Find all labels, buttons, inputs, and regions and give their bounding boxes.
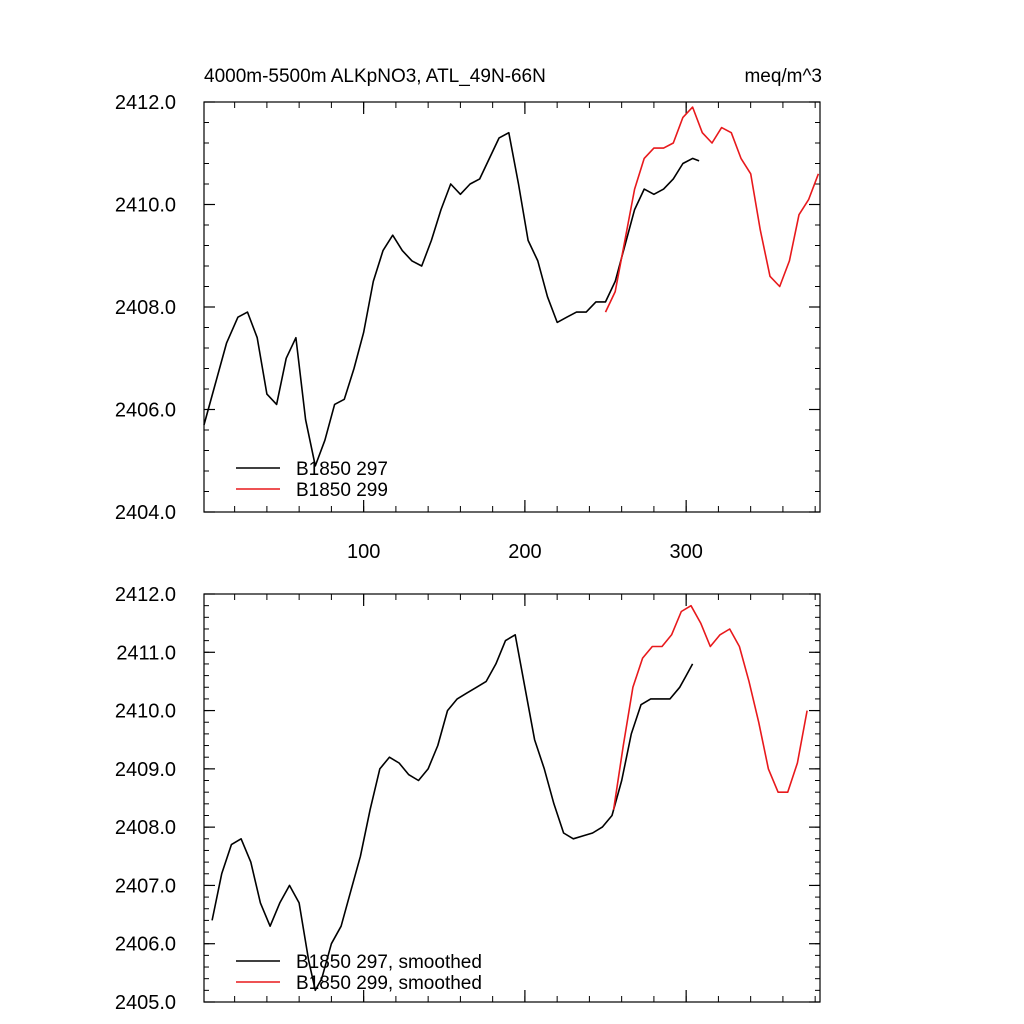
top-panel-units: meq/m^3 — [744, 66, 822, 87]
y-tick-label: 2406.0 — [115, 400, 176, 422]
top-panel-frame — [203, 101, 821, 513]
legend-label-2: B1850 299, smoothed — [296, 973, 482, 994]
series-line-2 — [604, 106, 820, 313]
legend-label-1: B1850 297 — [296, 459, 388, 480]
series-line-1 — [211, 633, 694, 992]
x-tick-label: 100 — [347, 541, 380, 563]
x-tick-label: 300 — [669, 541, 702, 563]
series-line-1 — [203, 131, 700, 467]
legend-label-2: B1850 299 — [296, 480, 388, 501]
y-tick-label: 2412.0 — [115, 584, 176, 606]
y-tick-label: 2406.0 — [115, 934, 176, 956]
legend-label-1: B1850 297, smoothed — [296, 952, 482, 973]
y-tick-label: 2410.0 — [115, 195, 176, 217]
y-tick-label: 2408.0 — [115, 817, 176, 839]
y-tick-label: 2411.0 — [116, 642, 176, 664]
bottom-panel-lines — [211, 604, 808, 992]
y-tick-label: 2410.0 — [115, 701, 176, 723]
y-tick-label: 2407.0 — [115, 875, 176, 897]
x-tick-label: 200 — [508, 541, 541, 563]
top-panel-title: 4000m-5500m ALKpNO3, ATL_49N-66N — [204, 66, 546, 87]
bottom-panel: 2405.0 2406.0 2407.0 2408.0 2409.0 2410.0 2411… — [115, 584, 821, 1014]
y-tick-label: 2405.0 — [115, 992, 176, 1014]
top-panel-ticks: 2404.0 2406.0 2408.0 2410.0 2412.0 100 200 300 — [115, 92, 820, 563]
y-tick-label: 2404.0 — [115, 502, 176, 524]
bottom-panel-ticks: 2405.0 2406.0 2407.0 2408.0 2409.0 2410.0 2411… — [115, 584, 820, 1014]
y-tick-label: 2408.0 — [115, 297, 176, 319]
y-tick-label: 2409.0 — [115, 759, 176, 781]
series-line-2 — [612, 604, 808, 810]
y-tick-label: 2412.0 — [115, 92, 176, 114]
bottom-panel-frame — [203, 593, 821, 1003]
top-panel: 4000m-5500m ALKpNO3, ATL_49N-66N meq/m^3… — [115, 66, 822, 563]
top-panel-lines — [203, 106, 820, 467]
